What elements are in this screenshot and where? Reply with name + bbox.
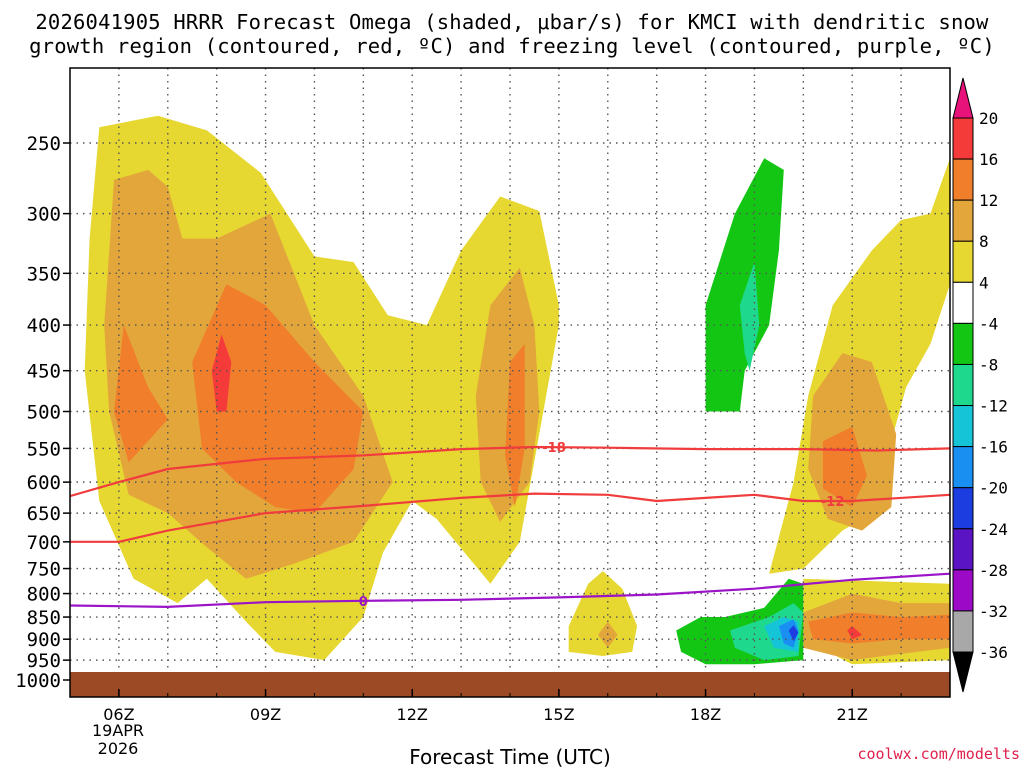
y-tick-label-1000: 1000 <box>15 670 61 692</box>
colorbar-label-3: 8 <box>979 232 989 251</box>
chart-title-line-2: growth region (contoured, red, ºC) and f… <box>29 34 995 58</box>
credit-link[interactable]: coolwx.com/modelts <box>857 745 1020 763</box>
colorbar-label-7: -12 <box>979 397 1008 416</box>
y-tick-label-750: 750 <box>27 559 61 581</box>
colorbar-segment-10 <box>952 528 974 571</box>
colorbar-segment-3 <box>952 240 974 283</box>
colorbar-label-13: -36 <box>979 643 1008 662</box>
omega-region-12 <box>822 426 867 508</box>
omega-region-22 <box>788 625 799 642</box>
colorbar-label-12: -32 <box>979 602 1008 621</box>
omega-region-13 <box>808 612 950 644</box>
omega-region-2 <box>568 571 638 656</box>
colorbar-label-2: 12 <box>979 191 998 210</box>
y-tick-label-550: 550 <box>27 438 61 460</box>
colorbar-segment-8 <box>952 446 974 489</box>
colorbar-label-0: 20 <box>979 109 998 128</box>
omega-region-5 <box>475 267 540 522</box>
contour-line-0 <box>70 445 950 498</box>
omega-region-9 <box>114 325 168 463</box>
colorbar-label-8: -16 <box>979 438 1008 457</box>
contour-label-1: -12 <box>821 495 845 510</box>
y-tick-label-300: 300 <box>27 204 61 226</box>
x-tick-label-21Z: 21Z <box>837 705 868 724</box>
colorbar-segment-5 <box>952 322 974 365</box>
x-tick-label-12Z: 12Z <box>397 705 428 724</box>
omega-colorbar: 20 16 12 8 4 -4 -8 -12 -16 -20 -24 -28 -32 -36 <box>952 77 1008 693</box>
omega-region-11 <box>505 344 525 508</box>
colorbar-label-1: 16 <box>979 150 998 169</box>
y-tick-label-250: 250 <box>27 133 61 155</box>
y-tick-label-800: 800 <box>27 584 61 606</box>
colorbar-top-arrow <box>952 77 974 119</box>
contour-line-2 <box>70 572 950 609</box>
ground-rect <box>70 672 950 697</box>
y-tick-label-500: 500 <box>27 402 61 424</box>
omega-shaded-regions <box>84 115 950 665</box>
colorbar-label-11: -28 <box>979 561 1008 580</box>
x-tick-label-09Z: 09Z <box>250 705 281 724</box>
y-tick-label-850: 850 <box>27 607 61 629</box>
colorbar-segment-11 <box>952 569 974 612</box>
y-tick-label-600: 600 <box>27 472 61 494</box>
contour-line-1 <box>70 492 950 543</box>
contour-label-0: -18 <box>542 441 566 456</box>
chart-title-line-1: 2026041905 HRRR Forecast Omega (shaded, … <box>35 10 989 34</box>
pressure-axis: 2503003504004505005506006507007508008509… <box>15 133 70 692</box>
y-tick-label-650: 650 <box>27 503 61 525</box>
colorbar-label-5: -4 <box>979 314 998 333</box>
y-tick-label-900: 900 <box>27 629 61 651</box>
x-tick-label-18Z: 18Z <box>690 705 721 724</box>
colorbar-segment-4 <box>952 281 974 324</box>
date-label-day: 19APR <box>91 721 145 740</box>
y-tick-label-700: 700 <box>27 532 61 554</box>
colorbar-label-9: -20 <box>979 479 1008 498</box>
time-axis: 06Z 09Z 12Z 15Z 18Z 21Z <box>103 689 902 724</box>
colorbar-segment-7 <box>952 405 974 448</box>
date-label-year: 2026 <box>97 739 139 758</box>
colorbar-bottom-arrow <box>952 651 974 693</box>
colorbar-label-4: 4 <box>979 273 989 292</box>
colorbar-label-10: -24 <box>979 520 1008 539</box>
colorbar-segment-6 <box>952 363 974 407</box>
x-tick-label-06Z: 06Z <box>103 705 134 724</box>
y-tick-label-450: 450 <box>27 361 61 383</box>
omega-region-14 <box>211 334 232 412</box>
omega-region-16 <box>705 158 784 412</box>
colorbar-segment-1 <box>952 158 974 201</box>
colorbar-label-6: -8 <box>979 355 998 374</box>
colorbar-segment-9 <box>952 487 974 530</box>
ground-layer <box>70 672 950 697</box>
y-tick-label-400: 400 <box>27 315 61 337</box>
y-tick-label-950: 950 <box>27 650 61 672</box>
contour-label-2: 0 <box>359 595 368 610</box>
colorbar-segment-0 <box>952 117 974 160</box>
x-axis-title: Forecast Time (UTC) <box>409 745 611 769</box>
colorbar-segment-2 <box>952 199 974 242</box>
omega-region-15 <box>847 626 862 640</box>
colorbar-segment-12 <box>952 610 974 653</box>
temperature-contours: -18 -12 0 <box>70 441 950 610</box>
y-tick-label-350: 350 <box>27 263 61 285</box>
x-tick-label-15Z: 15Z <box>543 705 574 724</box>
